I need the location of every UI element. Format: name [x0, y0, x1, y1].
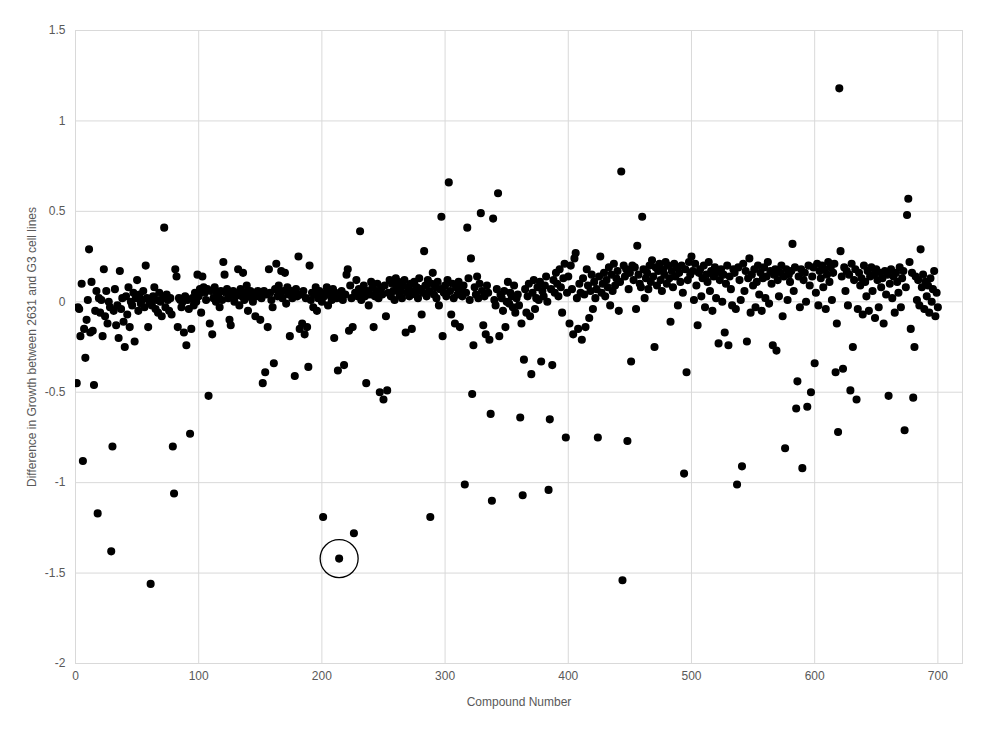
- svg-text:600: 600: [805, 669, 825, 683]
- svg-text:700: 700: [928, 669, 948, 683]
- svg-text:0: 0: [72, 669, 79, 683]
- svg-text:100: 100: [189, 669, 209, 683]
- svg-text:300: 300: [435, 669, 455, 683]
- svg-text:Difference in Growth between 2: Difference in Growth between 2631 and G3…: [25, 207, 39, 487]
- svg-text:-0.5: -0.5: [45, 385, 66, 399]
- svg-text:Compound Number: Compound Number: [467, 695, 572, 709]
- svg-text:-2: -2: [55, 656, 66, 670]
- svg-text:0.5: 0.5: [49, 204, 66, 218]
- svg-text:500: 500: [681, 669, 701, 683]
- svg-text:0: 0: [59, 295, 66, 309]
- svg-text:200: 200: [312, 669, 332, 683]
- svg-text:-1: -1: [55, 475, 66, 489]
- svg-text:400: 400: [558, 669, 578, 683]
- svg-text:-1.5: -1.5: [45, 566, 66, 580]
- svg-text:1.5: 1.5: [49, 23, 66, 37]
- svg-text:1: 1: [59, 114, 66, 128]
